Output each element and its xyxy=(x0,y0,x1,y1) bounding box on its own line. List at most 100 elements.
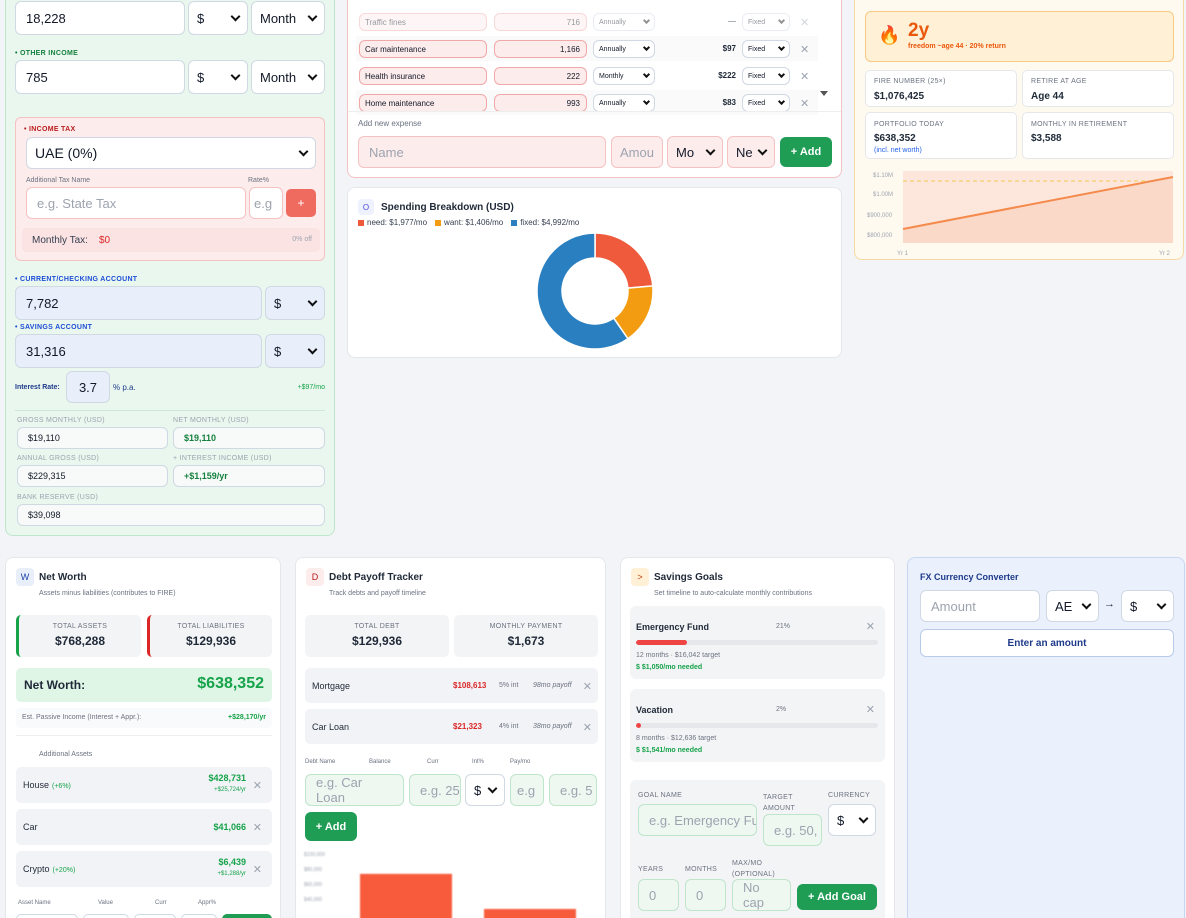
monthly-tax-label: Monthly Tax: xyxy=(32,235,88,246)
expense-name[interactable]: Traffic fines xyxy=(359,13,487,31)
goals-title: Savings Goals xyxy=(654,572,723,583)
income-panel: 18,228 $ Month • OTHER INCOME 785 $ Mont… xyxy=(5,0,335,536)
expense-frequency-select[interactable]: Annually xyxy=(593,13,655,31)
add-tax-button[interactable]: + xyxy=(286,189,316,217)
other-income-currency-select[interactable]: $ xyxy=(188,60,248,94)
remove-expense-icon[interactable]: ✕ xyxy=(800,17,810,29)
remove-debt-icon[interactable]: ✕ xyxy=(582,681,592,693)
interest-rate-input[interactable]: 3.7 xyxy=(66,371,110,403)
years-input[interactable]: 0 xyxy=(638,879,679,911)
fx-to-value: $ xyxy=(1130,598,1138,614)
expense-scroll-arrow-icon[interactable] xyxy=(820,91,828,96)
savings-input[interactable]: 31,316 xyxy=(15,334,262,368)
asset-value-input[interactable] xyxy=(83,914,129,918)
debt-balance-input[interactable]: e.g. 25 xyxy=(409,774,461,806)
expense-type-select[interactable]: Fixed xyxy=(742,94,790,112)
remove-asset-icon[interactable]: ✕ xyxy=(252,864,262,876)
remove-goal-icon[interactable]: ✕ xyxy=(865,704,875,716)
asset-appr-input[interactable] xyxy=(181,914,217,918)
other-income-input[interactable]: 785 xyxy=(15,60,185,94)
remove-expense-icon[interactable]: ✕ xyxy=(800,98,810,110)
months-input[interactable]: 0 xyxy=(685,879,726,911)
debt-int-input[interactable]: e.g xyxy=(510,774,544,806)
target-amount-label: TARGET AMOUNT xyxy=(763,794,796,812)
debt-curr-select[interactable]: $ xyxy=(465,774,505,806)
salary-currency-select[interactable]: $ xyxy=(188,1,248,35)
add-expense-button[interactable]: + Add xyxy=(780,137,832,167)
goal-percent: 21% xyxy=(776,623,791,630)
remove-asset-icon[interactable]: ✕ xyxy=(252,780,262,792)
expense-period-select[interactable]: Mo xyxy=(667,136,723,168)
remove-asset-icon[interactable]: ✕ xyxy=(252,822,262,834)
checking-currency-value: $ xyxy=(274,295,282,311)
salary-period-select[interactable]: Month xyxy=(251,1,325,35)
expense-amount-input[interactable]: Amou xyxy=(611,136,663,168)
goal-currency-select[interactable]: $ xyxy=(828,804,876,836)
fire-number-label: FIRE NUMBER (25×) xyxy=(874,78,946,85)
asset-curr-select[interactable] xyxy=(134,914,176,918)
expense-amount[interactable]: 222 xyxy=(494,67,587,85)
expense-type-select[interactable]: Fixed xyxy=(742,13,790,31)
expense-type-select[interactable]: Fixed xyxy=(742,40,790,58)
goal-name-input[interactable]: e.g. Emergency Fu xyxy=(638,804,757,836)
expense-name[interactable]: Health insurance xyxy=(359,67,487,85)
chevron-down-icon xyxy=(307,11,318,21)
monthly-retirement-box: MONTHLY IN RETIREMENT $3,588 xyxy=(1022,112,1174,159)
debt-col-pay: Pay/mo xyxy=(510,759,531,765)
expense-frequency-select[interactable]: Annually xyxy=(593,40,655,58)
savings-goals-card: > Savings Goals Set timeline to auto-cal… xyxy=(620,557,895,918)
expense-name[interactable]: Home maintenance xyxy=(359,94,487,112)
expense-type-select[interactable]: Ne xyxy=(727,136,775,168)
debt-col-curr: Curr xyxy=(427,759,439,765)
salary-input[interactable]: 18,228 xyxy=(15,1,185,35)
fx-to-select[interactable]: $ xyxy=(1121,590,1174,622)
income-tax-select-value: UAE (0%) xyxy=(35,145,98,161)
net-monthly-value: $19,110 xyxy=(173,427,325,449)
fx-amount-input[interactable]: Amount xyxy=(920,590,1040,622)
maxmo-input[interactable]: No cap xyxy=(732,879,791,911)
debt-rate: 4% int xyxy=(499,723,519,730)
expense-frequency-select[interactable]: Annually xyxy=(593,94,655,112)
portfolio-note: (incl. net worth) xyxy=(874,147,922,154)
remove-goal-icon[interactable]: ✕ xyxy=(865,621,875,633)
fx-result-button[interactable]: Enter an amount xyxy=(920,629,1174,657)
remove-debt-icon[interactable]: ✕ xyxy=(582,722,592,734)
expense-type-select[interactable]: Fixed xyxy=(742,67,790,85)
expense-monthly: $222 xyxy=(718,71,736,80)
expense-amount[interactable]: 716 xyxy=(494,13,587,31)
remove-expense-icon[interactable]: ✕ xyxy=(800,71,810,83)
target-amount-input[interactable]: e.g. 50, xyxy=(763,814,822,846)
debt-pay-input[interactable]: e.g. 5 xyxy=(549,774,597,806)
expense-amount[interactable]: 993 xyxy=(494,94,587,112)
tax-rate-input[interactable]: e.g xyxy=(249,187,283,219)
debt-payoff: 98mo payoff xyxy=(533,682,572,689)
debt-name-input[interactable]: e.g. Car Loan xyxy=(305,774,404,806)
debt-tracker-card: D Debt Payoff Tracker Track debts and pa… xyxy=(295,557,606,918)
additional-tax-name-input[interactable]: e.g. State Tax xyxy=(26,187,246,219)
asset-name-input[interactable] xyxy=(16,914,78,918)
remove-expense-icon[interactable]: ✕ xyxy=(800,44,810,56)
expense-amount[interactable]: 1,166 xyxy=(494,40,587,58)
monthly-retirement-value: $3,588 xyxy=(1031,133,1062,144)
debt-chart-tick: $80,000 xyxy=(304,867,322,873)
debt-int-placeholder: e.g xyxy=(517,782,536,798)
expense-frequency-select[interactable]: Monthly xyxy=(593,67,655,85)
chevron-down-icon xyxy=(307,344,318,354)
expense-name[interactable]: Car maintenance xyxy=(359,40,487,58)
divider xyxy=(15,410,325,411)
savings-currency-select[interactable]: $ xyxy=(265,334,325,368)
add-goal-button[interactable]: + Add Goal xyxy=(797,884,877,910)
expense-type-value: Fixed xyxy=(748,18,766,26)
income-tax-select[interactable]: UAE (0%) xyxy=(26,137,316,169)
other-income-period-select[interactable]: Month xyxy=(251,60,325,94)
checking-input[interactable]: 7,782 xyxy=(15,286,262,320)
goal-progress-fill xyxy=(636,723,641,728)
additional-assets-label: Additional Assets xyxy=(39,751,93,758)
add-debt-button[interactable]: + Add xyxy=(305,812,357,841)
add-asset-button[interactable] xyxy=(222,914,272,918)
goal-item: Emergency Fund 21% ✕ 12 months · $16,042 ta… xyxy=(630,606,885,679)
checking-currency-select[interactable]: $ xyxy=(265,286,325,320)
net-worth-banner: Net Worth: $638,352 xyxy=(16,668,272,702)
fx-from-select[interactable]: AE xyxy=(1046,590,1099,622)
expense-name-input[interactable]: Name xyxy=(358,136,606,168)
